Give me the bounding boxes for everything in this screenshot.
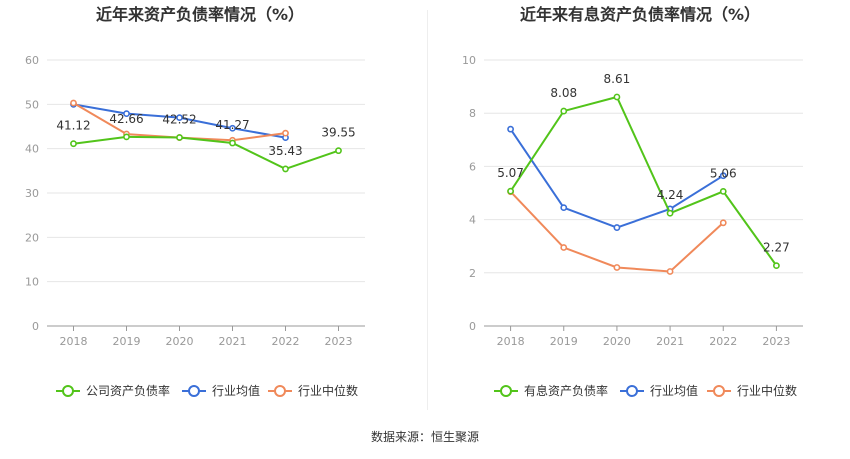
x-tick-label: 2021: [219, 335, 247, 348]
y-tick-label: 50: [25, 98, 39, 111]
data-label: 8.08: [550, 86, 577, 100]
x-tick-label: 2020: [166, 335, 194, 348]
legend-swatch-marker: [188, 385, 200, 397]
x-tick-label: 2019: [113, 335, 141, 348]
data-point: [719, 219, 727, 227]
data-point: [560, 244, 568, 251]
data-label: 2.27: [763, 241, 790, 255]
y-tick-label: 60: [25, 54, 39, 67]
y-tick-label: 2: [469, 267, 476, 280]
data-point: [560, 204, 568, 212]
x-tick-label: 2022: [272, 335, 300, 348]
legend-swatch-marker: [62, 385, 74, 397]
legend-swatch-marker: [626, 385, 638, 397]
x-tick-label: 2018: [497, 335, 525, 348]
x-tick-label: 2021: [656, 335, 684, 348]
data-point: [773, 262, 780, 270]
data-point: [560, 107, 568, 115]
y-tick-label: 30: [25, 187, 39, 200]
y-tick-label: 8: [469, 107, 476, 120]
data-point: [666, 209, 674, 217]
data-point: [229, 124, 236, 132]
legend-label: 行业中位数: [737, 383, 797, 398]
x-tick-label: 2023: [325, 335, 353, 348]
y-tick-label: 20: [25, 231, 39, 244]
data-point: [229, 139, 236, 147]
legend-label: 行业均值: [650, 383, 698, 398]
data-point: [666, 268, 674, 275]
data-label: 39.55: [321, 126, 355, 140]
y-tick-label: 40: [25, 143, 39, 156]
data-point: [70, 140, 77, 148]
y-tick-label: 6: [469, 160, 476, 173]
legend-label: 公司资产负债率: [86, 383, 170, 398]
legend-label: 行业均值: [212, 383, 260, 398]
data-point: [282, 165, 289, 173]
data-label: 5.07: [497, 166, 524, 180]
data-label: 35.43: [268, 144, 302, 158]
legend-swatch-marker: [274, 385, 286, 397]
data-point: [123, 110, 130, 118]
data-point: [613, 264, 621, 271]
y-tick-label: 10: [25, 276, 39, 289]
y-tick-label: 4: [469, 214, 476, 227]
data-label: 42.66: [109, 112, 143, 126]
data-point: [70, 99, 77, 107]
left-chart-panel: 近年来资产负债率情况（%） 0 10 20 30 40 50 60 2018 2019 2020 20…: [25, 5, 365, 398]
x-tick-label: 2023: [762, 335, 790, 348]
chart-title: 近年来资产负债率情况（%）: [96, 5, 304, 24]
legend-label: 行业中位数: [298, 383, 358, 398]
data-point: [719, 172, 727, 180]
data-point: [507, 187, 514, 195]
data-point: [176, 134, 183, 141]
data-point: [176, 114, 183, 122]
data-point: [335, 147, 342, 155]
data-source: 数据来源：恒生聚源: [370, 430, 479, 444]
y-tick-label: 0: [469, 320, 476, 333]
panel-divider: [427, 10, 428, 410]
x-tick-label: 2018: [60, 335, 88, 348]
data-label: 8.61: [604, 72, 631, 86]
series-line: [73, 135, 339, 171]
data-point: [282, 129, 289, 137]
legend-swatch-marker: [713, 385, 725, 397]
data-label: 42.52: [162, 112, 196, 126]
data-label: 5.06: [710, 166, 737, 180]
chart-title: 近年来有息资产负债率情况（%）: [520, 5, 760, 24]
data-point: [613, 224, 621, 231]
x-tick-label: 2022: [709, 335, 737, 348]
data-label: 41.12: [56, 119, 90, 133]
legend-label: 有息资产负债率: [524, 383, 608, 398]
data-label: 4.24: [657, 188, 684, 202]
legend-swatch-marker: [500, 385, 512, 397]
y-tick-label: 0: [32, 320, 39, 333]
x-tick-label: 2020: [603, 335, 631, 348]
data-point: [123, 133, 130, 141]
series-line: [509, 95, 778, 267]
right-chart-panel: 近年来有息资产负债率情况（%） 0 2 4 6 8 10 2018 2019 2020 2021 20…: [462, 5, 803, 398]
data-point: [719, 188, 727, 195]
x-tick-label: 2019: [550, 335, 578, 348]
data-label: 41.27: [215, 118, 249, 132]
data-point: [613, 93, 621, 101]
y-tick-label: 10: [462, 54, 476, 67]
data-point: [507, 125, 514, 133]
